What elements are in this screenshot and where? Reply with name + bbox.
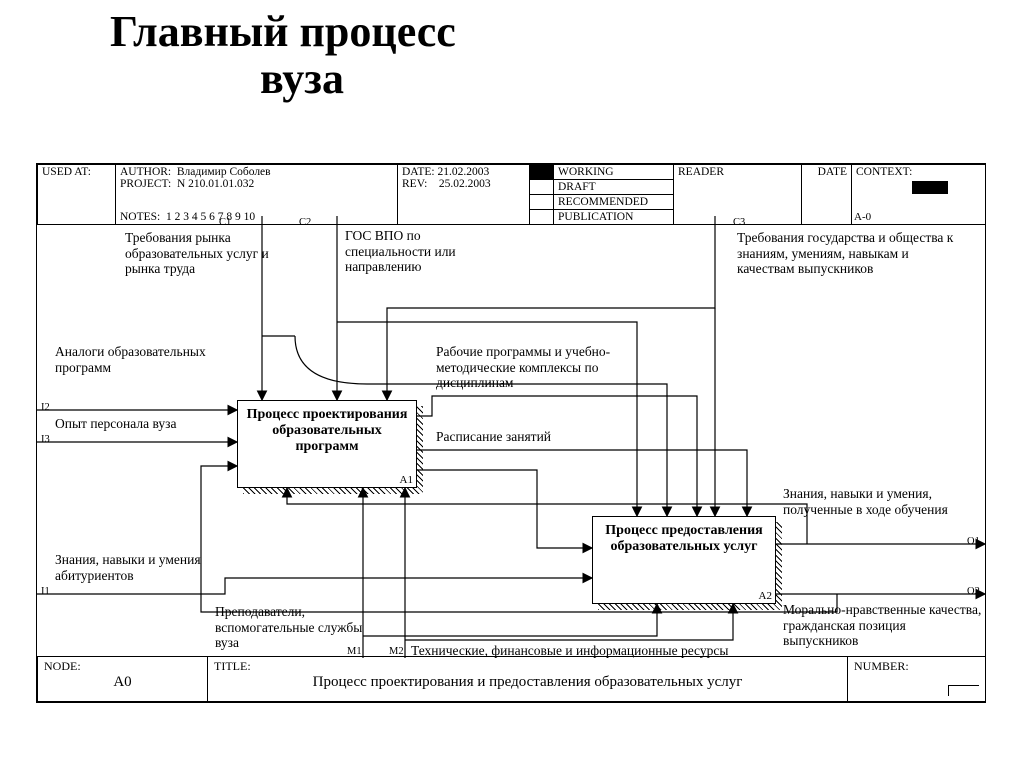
author-project-cell: AUTHOR: Владимир Соболев PROJECT: N 210.… [116, 165, 398, 210]
date-rev-cell: DATE: 21.02.2003 REV: 25.02.2003 [398, 165, 530, 210]
diagram-area: Процесс проектирования образовательных п… [37, 216, 985, 658]
c2-tag: C2 [299, 217, 311, 228]
o2-tag: O2 [967, 586, 980, 597]
mid1-text: Рабочие программы и учебно-методические … [436, 344, 646, 391]
draft-cell: DRAFT [554, 180, 674, 195]
i1-tag: I1 [41, 586, 50, 597]
idef0-frame: USED AT: AUTHOR: Владимир Соболев PROJEC… [36, 163, 986, 703]
i2-tag: I2 [41, 402, 50, 413]
title-cell: TITLE: Процесс проектирования и предоста… [208, 657, 848, 702]
number-cell: NUMBER: [848, 657, 986, 702]
c3-tag: C3 [733, 217, 745, 228]
working-cell: WORKING [554, 165, 674, 180]
c3-text: Требования государства и общества к знан… [737, 230, 967, 277]
working-marker [530, 165, 554, 180]
i1-text: Знания, навыки и умения абитуриентов [55, 552, 225, 583]
footer-table: NODE: A0 TITLE: Процесс проектирования и… [37, 656, 986, 702]
o1-text: Знания, навыки и умения, полученные в хо… [783, 486, 983, 517]
o2-text: Морально-нравственные качества, гражданс… [783, 602, 983, 649]
o1-tag: O1 [967, 536, 980, 547]
m1-text: Преподаватели, вспомогательные службы ву… [215, 604, 365, 651]
c2-text: ГОС ВПО по специальности или направлению [345, 228, 495, 275]
c1-tag: C1 [219, 217, 231, 228]
mid2-text: Расписание занятий [436, 429, 616, 445]
c1-text: Требования рынка образовательных услуг и… [125, 230, 300, 277]
i3-tag: I3 [41, 434, 50, 445]
title-line2: вуза [260, 56, 1024, 102]
box-a1: Процесс проектирования образовательных п… [237, 400, 417, 488]
recommended-cell: RECOMMENDED [554, 195, 674, 210]
title-line1: Главный процесс [110, 8, 1024, 56]
node-cell: NODE: A0 [38, 657, 208, 702]
page-title: Главный процесс вуза [0, 8, 1024, 103]
box-a2: Процесс предоставления образовательных у… [592, 516, 776, 604]
i2-text: Аналоги образовательных программ [55, 344, 215, 375]
i3-text: Опыт персонала вуза [55, 416, 230, 432]
context-icon [912, 181, 948, 194]
